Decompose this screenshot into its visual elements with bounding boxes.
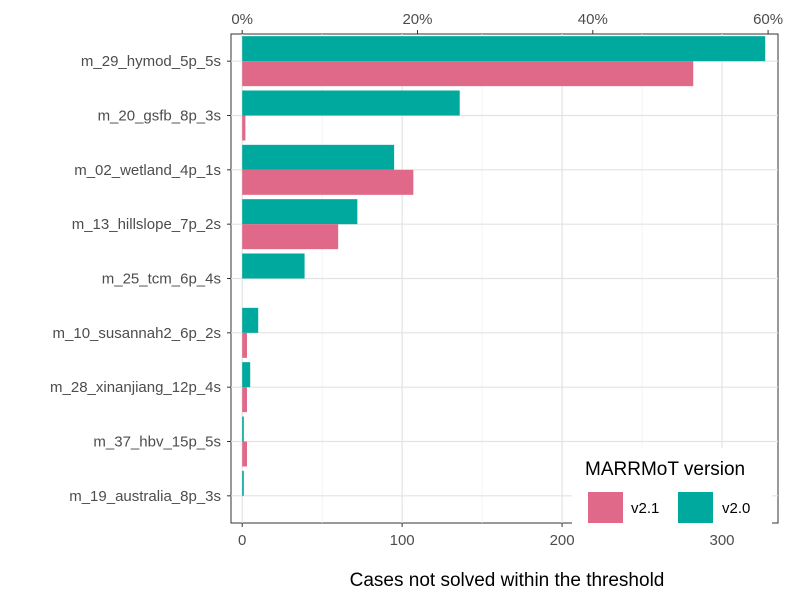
category-label: m_02_wetland_4p_1s — [74, 162, 221, 179]
category-label: m_37_hbv_15p_5s — [93, 434, 221, 451]
x2-tick-label: 40% — [578, 11, 608, 28]
bar-v2-0-m-13-hillslope-7p-2s — [242, 199, 358, 225]
x-axis-title: Cases not solved within the threshold — [350, 570, 665, 591]
bar-v2-1-m-20-gsfb-8p-3s — [242, 115, 246, 141]
x-tick-label: 0 — [238, 532, 246, 549]
bar-v2-1-m-37-hbv-15p-5s — [242, 441, 247, 467]
x-tick-label: 200 — [550, 532, 575, 549]
category-label: m_13_hillslope_7p_2s — [72, 216, 221, 233]
bar-v2-0-m-19-australia-8p-3s — [242, 470, 244, 496]
bars — [242, 36, 766, 496]
legend: MARRMoT version v2.1 v2.0 — [572, 448, 772, 528]
bar-v2-1-m-02-wetland-4p-1s — [242, 169, 414, 195]
category-label: m_19_australia_8p_3s — [69, 488, 221, 505]
category-label: m_28_xinanjiang_12p_4s — [50, 379, 221, 396]
legend-label: v2.1 — [631, 500, 659, 517]
x-axis-bottom: 0 100 200 300 — [238, 523, 735, 549]
category-labels: m_29_hymod_5p_5s m_20_gsfb_8p_3s m_02_wetl… — [50, 53, 231, 505]
bar-v2-1-m-29-hymod-5p-5s — [242, 61, 694, 87]
legend-swatch-v2-0 — [678, 492, 713, 523]
x2-tick-label: 60% — [753, 11, 783, 28]
bar-v2-1-m-13-hillslope-7p-2s — [242, 224, 339, 250]
x2-tick-label: 20% — [402, 11, 432, 28]
bar-v2-0-m-37-hbv-15p-5s — [242, 416, 244, 442]
x-tick-label: 100 — [390, 532, 415, 549]
category-label: m_10_susannah2_6p_2s — [53, 325, 221, 342]
bar-v2-0-m-02-wetland-4p-1s — [242, 144, 395, 170]
legend-swatch-v2-1 — [588, 492, 623, 523]
category-label: m_29_hymod_5p_5s — [81, 53, 221, 70]
bar-v2-0-m-10-susannah2-6p-2s — [242, 307, 259, 333]
category-label: m_20_gsfb_8p_3s — [98, 108, 221, 125]
legend-label: v2.0 — [722, 500, 750, 517]
category-label: m_25_tcm_6p_4s — [102, 271, 221, 288]
bar-v2-0-m-28-xinanjiang-12p-4s — [242, 362, 251, 388]
bar-v2-1-m-10-susannah2-6p-2s — [242, 332, 247, 358]
x-tick-label: 300 — [710, 532, 735, 549]
bar-v2-1-m-28-xinanjiang-12p-4s — [242, 387, 247, 413]
legend-title: MARRMoT version — [585, 459, 745, 480]
bar-v2-0-m-25-tcm-6p-4s — [242, 253, 305, 279]
x2-tick-label: 0% — [231, 11, 253, 28]
bar-v2-0-m-20-gsfb-8p-3s — [242, 90, 460, 116]
x-axis-top: 0% 20% 40% 60% — [231, 11, 783, 34]
bar-v2-0-m-29-hymod-5p-5s — [242, 36, 766, 62]
